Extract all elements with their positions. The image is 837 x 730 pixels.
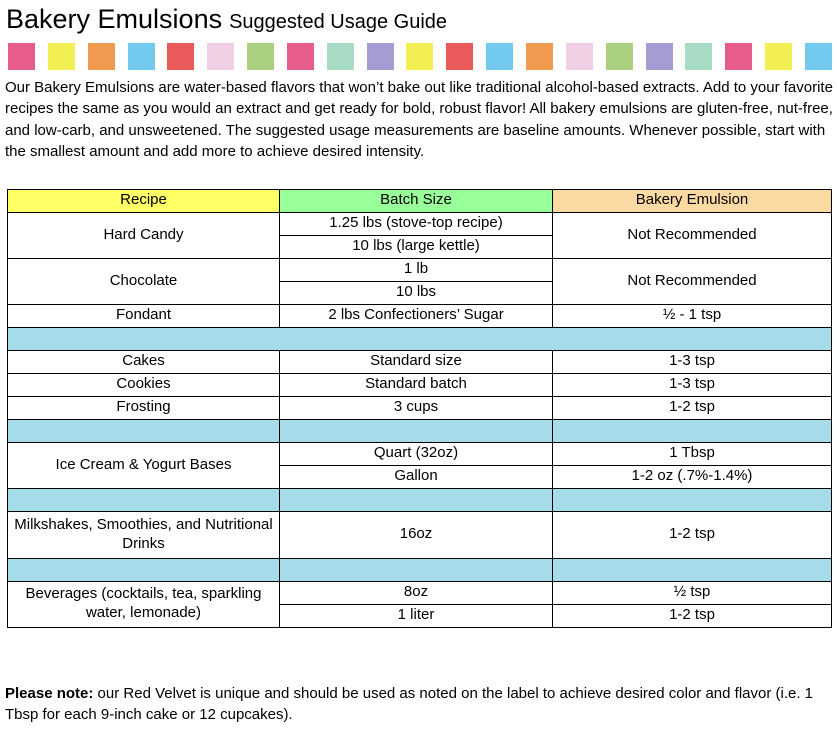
cell-chocolate-batch-2: 10 lbs: [279, 280, 553, 305]
separator-row: [7, 557, 832, 582]
separator-cell: [279, 418, 553, 443]
separator-row: [7, 487, 832, 512]
cell-ice-cream-emulsion-1: 1 Tbsp: [552, 441, 832, 466]
cell-ice-cream-batch-1: Quart (32oz): [279, 441, 553, 466]
color-swatch: [326, 43, 354, 70]
cell-ice-cream-batch-2: Gallon: [279, 464, 553, 489]
color-swatch: [207, 43, 235, 70]
cell-milkshakes-batch: 16oz: [279, 510, 553, 559]
table-row: Milkshakes, Smoothies, and Nutritional D…: [7, 510, 832, 559]
table-row: Chocolate 1 lb Not Recommended: [7, 257, 832, 305]
cell-fondant-recipe: Fondant: [7, 303, 280, 328]
table-row: 10 lbs (large kettle): [8, 234, 832, 259]
page-title-sub: Suggested Usage Guide: [229, 11, 448, 33]
header-bakery-emulsion: Bakery Emulsion: [552, 188, 832, 213]
page-title: Bakery Emulsions Suggested Usage Guide: [6, 4, 833, 35]
color-swatch: [804, 43, 832, 70]
intro-paragraph: Our Bakery Emulsions are water-based fla…: [5, 79, 833, 161]
table-row: 10 lbs: [8, 280, 832, 305]
cell-cakes-batch: Standard size: [279, 349, 553, 374]
separator-cell: [279, 487, 553, 512]
usage-table: Recipe Batch Size Bakery Emulsion Hard C…: [7, 188, 832, 628]
color-swatch: [47, 43, 75, 70]
color-swatch: [406, 43, 434, 70]
color-swatch: [565, 43, 593, 70]
separator-cell: [552, 487, 832, 512]
color-swatch: [247, 43, 275, 70]
separator-cell: [552, 418, 832, 443]
color-swatch: [486, 43, 514, 70]
table-row: Frosting 3 cups 1-2 tsp: [7, 395, 832, 420]
table-row: Fondant 2 lbs Confectioners’ Sugar ½ - 1…: [7, 303, 832, 328]
color-swatch: [685, 43, 713, 70]
page-title-main: Bakery Emulsions: [6, 4, 223, 34]
table-header-row: Recipe Batch Size Bakery Emulsion: [7, 188, 832, 213]
color-swatch: [87, 43, 115, 70]
cell-cookies-emulsion: 1-3 tsp: [552, 372, 832, 397]
table-row: Beverages (cocktails, tea, sparkling wat…: [7, 580, 832, 628]
color-stripe: [8, 43, 832, 70]
footer-note: Please note: our Red Velvet is unique an…: [5, 683, 833, 726]
table-row: Hard Candy 1.25 lbs (stove-top recipe) N…: [7, 211, 832, 259]
color-swatch: [765, 43, 793, 70]
cell-fondant-batch: 2 lbs Confectioners’ Sugar: [279, 303, 553, 328]
cell-beverages-emulsion-2: 1-2 tsp: [552, 603, 832, 628]
cell-fondant-emulsion: ½ - 1 tsp: [552, 303, 832, 328]
separator-row: [7, 326, 832, 351]
cell-chocolate-emulsion: Not Recommended: [552, 257, 832, 305]
cell-frosting-emulsion: 1-2 tsp: [552, 395, 832, 420]
cell-frosting-batch: 3 cups: [279, 395, 553, 420]
header-batch-size: Batch Size: [279, 188, 553, 213]
cell-frosting-recipe: Frosting: [7, 395, 280, 420]
cell-hard-candy-batch-2: 10 lbs (large kettle): [279, 234, 553, 259]
footer-note-text: our Red Velvet is unique and should be u…: [5, 684, 814, 724]
cell-hard-candy-batch-1: 1.25 lbs (stove-top recipe): [279, 211, 553, 236]
cell-ice-cream-recipe: Ice Cream & Yogurt Bases: [7, 441, 280, 489]
cell-cookies-recipe: Cookies: [7, 372, 280, 397]
cell-beverages-recipe: Beverages (cocktails, tea, sparkling wat…: [7, 580, 280, 628]
cell-beverages-emulsion-1: ½ tsp: [552, 580, 832, 605]
color-swatch: [167, 43, 195, 70]
footer-note-label: Please note:: [5, 684, 94, 702]
separator-cell: [7, 326, 832, 351]
separator-row: [7, 418, 832, 443]
cell-cookies-batch: Standard batch: [279, 372, 553, 397]
color-swatch: [645, 43, 673, 70]
color-swatch: [8, 43, 35, 70]
cell-cakes-recipe: Cakes: [7, 349, 280, 374]
cell-chocolate-recipe: Chocolate: [7, 257, 280, 305]
table-row: Cookies Standard batch 1-3 tsp: [7, 372, 832, 397]
cell-chocolate-batch-1: 1 lb: [279, 257, 553, 282]
color-swatch: [446, 43, 474, 70]
table-row: Ice Cream & Yogurt Bases Quart (32oz) 1 …: [7, 441, 832, 489]
cell-beverages-batch-2: 1 liter: [279, 603, 553, 628]
table-row: Cakes Standard size 1-3 tsp: [7, 349, 832, 374]
cell-milkshakes-emulsion: 1-2 tsp: [552, 510, 832, 559]
color-swatch: [366, 43, 394, 70]
cell-beverages-batch-1: 8oz: [279, 580, 553, 605]
cell-hard-candy-emulsion: Not Recommended: [552, 211, 832, 259]
color-swatch: [605, 43, 633, 70]
color-swatch: [286, 43, 314, 70]
separator-cell: [279, 557, 553, 582]
separator-cell: [552, 557, 832, 582]
cell-ice-cream-emulsion-2: 1-2 oz (.7%-1.4%): [552, 464, 832, 489]
color-swatch: [725, 43, 753, 70]
separator-cell: [7, 557, 280, 582]
cell-milkshakes-recipe: Milkshakes, Smoothies, and Nutritional D…: [7, 510, 280, 559]
table-row: 1 liter 1-2 tsp: [8, 603, 832, 628]
separator-cell: [7, 418, 280, 443]
color-swatch: [525, 43, 553, 70]
separator-cell: [7, 487, 280, 512]
cell-hard-candy-recipe: Hard Candy: [7, 211, 280, 259]
color-swatch: [127, 43, 155, 70]
cell-cakes-emulsion: 1-3 tsp: [552, 349, 832, 374]
header-recipe: Recipe: [7, 188, 280, 213]
